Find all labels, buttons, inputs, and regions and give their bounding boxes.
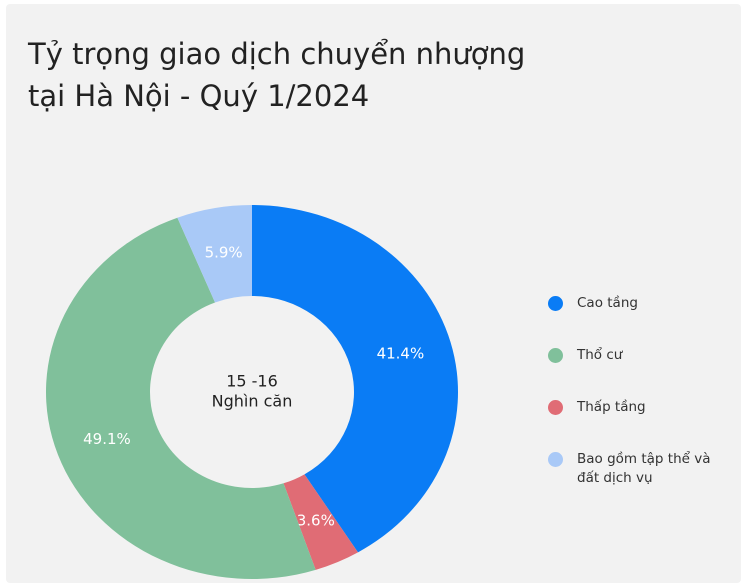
- legend-label: Thổ cư: [577, 347, 623, 363]
- legend-label: Bao gồm tập thể và đất dịch vụ: [577, 451, 711, 486]
- donut-segment: [283, 474, 358, 570]
- legend-label: Cao tầng: [577, 295, 638, 311]
- legend-swatch: [548, 348, 563, 363]
- data-label: 49.1%: [83, 430, 131, 448]
- legend-item: Cao tầng: [548, 294, 738, 313]
- legend-item: Thấp tầng: [548, 398, 738, 417]
- chart-title: Tỷ trọng giao dịch chuyển nhượng: [27, 37, 525, 71]
- donut-segment: [45, 217, 316, 580]
- legend-item: Thổ cư: [548, 346, 738, 365]
- legend-item: Bao gồm tập thể và đất dịch vụ: [548, 450, 738, 488]
- data-label: 5.9%: [205, 243, 243, 261]
- donut-segment: [252, 205, 458, 553]
- legend-swatch: [548, 400, 563, 415]
- donut-segment: [177, 205, 252, 303]
- center-label: 15 -16: [226, 372, 278, 391]
- chart-title: tại Hà Nội - Quý 1/2024: [28, 79, 369, 113]
- data-label: 3.6%: [297, 511, 335, 529]
- legend-swatch: [548, 452, 563, 467]
- data-label: 41.4%: [377, 345, 425, 363]
- center-label: Nghìn căn: [212, 392, 293, 411]
- legend-label: Thấp tầng: [577, 399, 646, 415]
- legend-swatch: [548, 296, 563, 311]
